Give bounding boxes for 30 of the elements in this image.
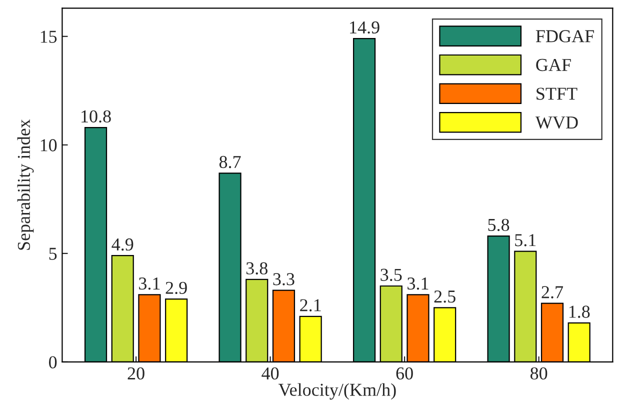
data-label: 3.1 bbox=[139, 277, 160, 290]
y-tick-label: 15 bbox=[40, 30, 57, 43]
legend-label: GAF bbox=[536, 58, 571, 72]
legend-label: WVD bbox=[535, 116, 578, 129]
y-tick-label: 5 bbox=[49, 248, 57, 260]
data-label: 5.1 bbox=[515, 234, 536, 246]
data-label: 5.8 bbox=[488, 218, 510, 232]
x-tick-label: 80 bbox=[530, 367, 548, 380]
y-tick-label: 0 bbox=[49, 356, 57, 368]
x-axis-title: Velocity/(Km/h) bbox=[278, 383, 396, 400]
data-label: 3.1 bbox=[408, 277, 428, 290]
x-tick-label: 20 bbox=[128, 367, 144, 380]
data-label: 2.7 bbox=[542, 286, 564, 298]
data-label: 3.5 bbox=[380, 268, 402, 282]
data-label: 2.1 bbox=[300, 299, 321, 312]
x-tick-label: 40 bbox=[262, 367, 279, 380]
data-label: 3.3 bbox=[273, 273, 294, 286]
data-label: 1.8 bbox=[569, 306, 590, 318]
legend-label: STFT bbox=[536, 88, 578, 100]
y-tick-label: 10 bbox=[40, 139, 57, 152]
legend-label: FDGAF bbox=[536, 30, 594, 42]
data-label: 10.8 bbox=[82, 110, 111, 123]
data-label: 3.8 bbox=[246, 262, 268, 275]
y-axis-title: Separability index bbox=[17, 119, 34, 250]
data-label: 2.9 bbox=[166, 282, 187, 294]
data-label: 14.9 bbox=[350, 21, 380, 34]
data-label: 8.7 bbox=[219, 156, 241, 168]
x-tick-label: 60 bbox=[396, 367, 413, 380]
data-label: 2.5 bbox=[434, 290, 456, 303]
data-label: 4.9 bbox=[112, 238, 134, 251]
